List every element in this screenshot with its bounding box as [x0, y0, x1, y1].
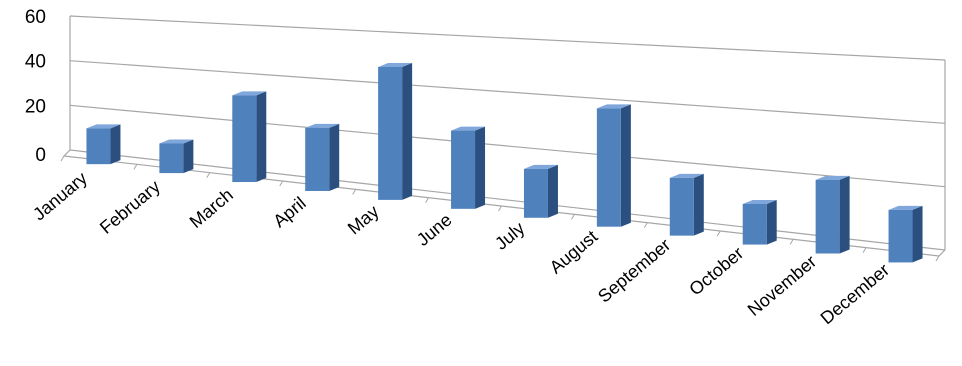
x-tick-label-may: May [344, 201, 383, 238]
gridline-60 [69, 15, 946, 61]
x-tick-label-january: January [29, 168, 91, 224]
bar-side-april [329, 123, 340, 191]
bar-june [451, 130, 476, 209]
gridline-20 [69, 104, 946, 188]
bar-side-november [839, 175, 850, 254]
x-tick-mark [425, 197, 430, 203]
bar-side-january [110, 124, 121, 165]
bar-october [742, 203, 767, 245]
bar-top-june [451, 126, 486, 131]
x-tick-label-february: February [96, 176, 164, 238]
x-tick-mark [498, 205, 502, 212]
x-tick-label-september: September [594, 235, 674, 307]
bar-side-march [256, 91, 267, 183]
bar-top-january [86, 124, 121, 129]
bar-top-august [596, 104, 631, 109]
gridlines [69, 15, 946, 251]
bar-top-may [378, 62, 413, 67]
bar-march [232, 95, 257, 183]
bar-may [378, 66, 403, 200]
chart-floor [60, 149, 946, 262]
x-tick-label-july: July [491, 218, 528, 254]
y-tick-label: 0 [35, 145, 46, 166]
x-tick-mark [60, 155, 65, 162]
x-tick-label-august: August [546, 226, 602, 277]
bar-february [159, 143, 184, 174]
x-tick-mark [862, 247, 867, 253]
bar-top-september [669, 173, 704, 178]
x-tick-label-april: April [269, 193, 309, 231]
bar-september [669, 177, 694, 236]
x-tick-mark [935, 255, 940, 262]
bar-december [888, 209, 913, 263]
x-tick-label-november: November [744, 251, 820, 320]
bar-november [815, 179, 840, 254]
bar-top-february [159, 139, 194, 144]
x-tick-label-october: October [685, 243, 747, 299]
y-tick-label: 40 [25, 52, 46, 73]
x-tick-mark [643, 222, 648, 228]
bars [86, 62, 923, 263]
x-tick-mark [716, 230, 721, 237]
y-axis-labels: 0 20 40 60 [25, 7, 46, 166]
x-tick-label-june: June [413, 210, 456, 250]
bar-top-october [742, 199, 777, 204]
x-tick-mark [352, 189, 357, 195]
bar-side-december [912, 205, 923, 263]
x-tick-mark [133, 164, 138, 170]
x-tick-mark [789, 239, 794, 245]
gridline-0 [69, 149, 946, 251]
bar-top-march [232, 91, 267, 96]
bar-side-june [475, 126, 486, 209]
bar-january [86, 128, 111, 165]
bar-top-december [888, 205, 923, 210]
bar-side-may [402, 62, 413, 200]
y-tick-label: 20 [25, 96, 46, 117]
x-tick-label-march: March [186, 185, 237, 232]
bar-side-september [693, 173, 704, 236]
gridline-40 [69, 60, 946, 124]
bar-side-october [766, 199, 777, 245]
bar-april [305, 127, 330, 191]
x-tick-mark [570, 214, 575, 220]
bar-august [596, 108, 621, 227]
bar-side-august [620, 104, 631, 227]
bar-top-november [815, 175, 850, 180]
bar-top-april [305, 123, 340, 128]
bar-side-july [547, 164, 558, 218]
x-tick-mark [279, 180, 284, 187]
x-tick-label-december: December [817, 260, 893, 329]
x-tick-mark [206, 172, 211, 178]
y-tick-label: 60 [25, 7, 46, 28]
bar-july [523, 168, 548, 218]
bar-top-july [523, 164, 558, 169]
bar-side-february [183, 139, 194, 174]
